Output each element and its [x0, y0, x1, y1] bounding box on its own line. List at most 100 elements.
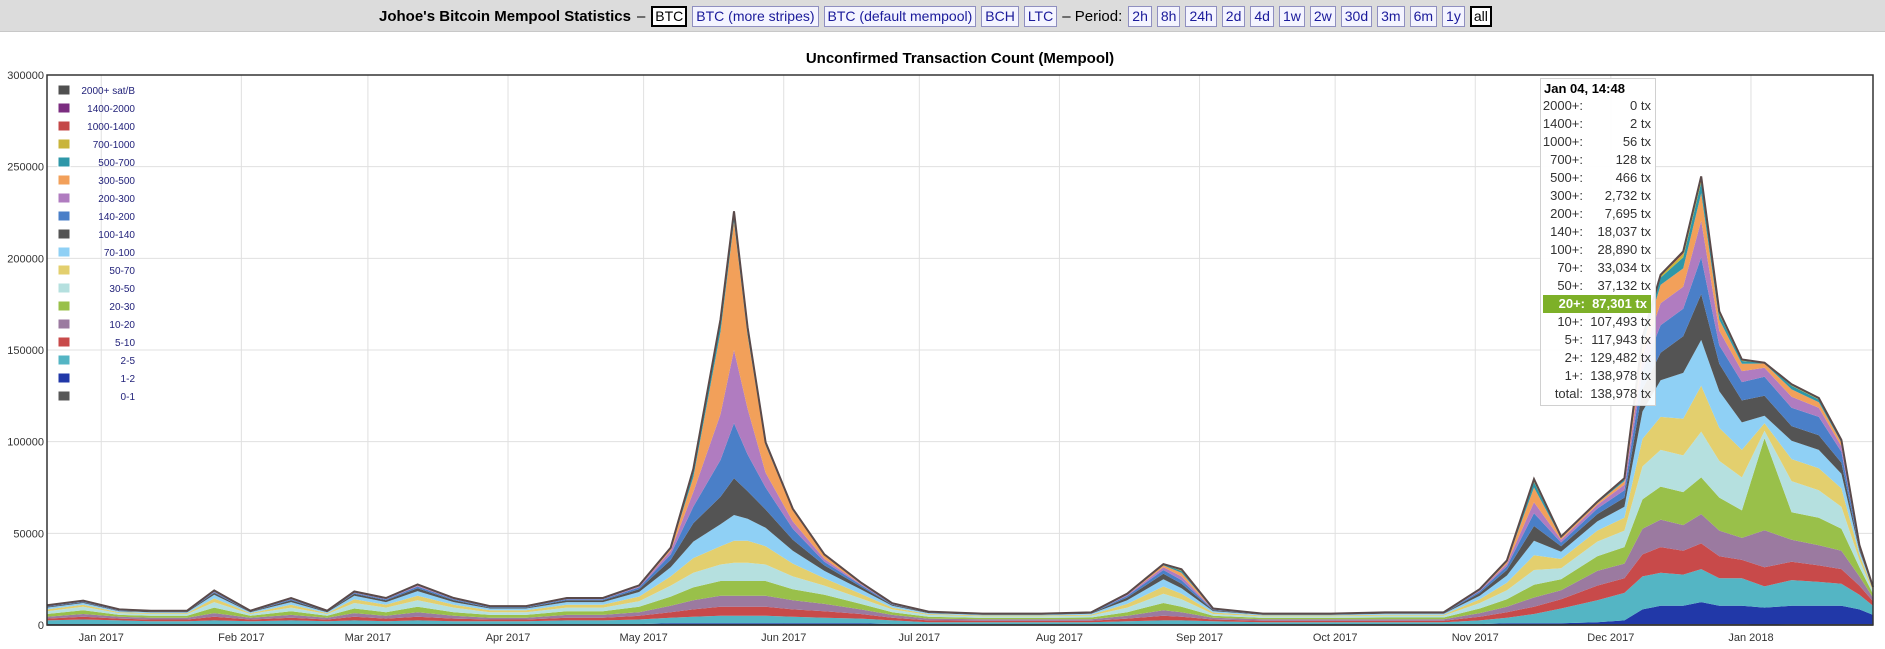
y-tick-label: 200000: [7, 253, 44, 265]
tooltip-row-label: 2+:: [1564, 350, 1583, 365]
tooltip-row: 200+: 7,695 tx: [1541, 205, 1655, 223]
tooltip-row-value: 128 tx: [1615, 152, 1651, 167]
x-tick-label: Feb 2017: [218, 632, 264, 644]
legend-label: 5-10: [115, 338, 135, 349]
coin-link-btc[interactable]: BTC: [651, 5, 688, 27]
tooltip-row-value: 138,978 tx: [1590, 368, 1651, 383]
period-link-2d[interactable]: 2d: [1221, 5, 1246, 27]
tooltip-row: 1+: 138,978 tx: [1541, 367, 1655, 385]
tooltip-row-label: 1+:: [1564, 368, 1583, 383]
tooltip-row: 300+: 2,732 tx: [1541, 187, 1655, 205]
legend-swatch: [57, 102, 71, 114]
y-tick-label: 150000: [7, 345, 44, 357]
tooltip-row-label: 200+:: [1550, 206, 1583, 221]
coin-link-ltc[interactable]: LTC: [1023, 5, 1058, 27]
legend-label: 70-100: [104, 248, 136, 259]
tooltip-row: 10+: 107,493 tx: [1541, 313, 1655, 331]
legend: 2000+ sat/B 1400-2000 1000-1400 700-1000 500…: [57, 84, 136, 403]
legend-label: 30-50: [109, 284, 135, 295]
period-label: – Period:: [1062, 7, 1123, 25]
legend-label: 1400-2000: [87, 104, 135, 115]
legend-swatch: [57, 156, 71, 168]
x-tick-label: May 2017: [619, 632, 667, 644]
tooltip-row-label: 10+:: [1557, 314, 1583, 329]
tooltip-time: Jan 04, 14:48: [1544, 81, 1625, 96]
legend-label: 10-20: [109, 320, 135, 331]
legend-swatch: [57, 264, 71, 276]
legend-swatch: [57, 390, 71, 402]
period-link-all[interactable]: all: [1469, 5, 1492, 27]
tooltip-row-value: 37,132 tx: [1597, 278, 1652, 293]
tooltip-row: 1000+: 56 tx: [1541, 133, 1655, 151]
tooltip-row-value: 107,493 tx: [1590, 314, 1651, 329]
period-link-24h[interactable]: 24h: [1185, 5, 1217, 27]
tooltip-row: 2+: 129,482 tx: [1541, 349, 1655, 367]
area-band-10-20: [47, 514, 1873, 621]
tooltip-row-label: 100+:: [1550, 242, 1583, 257]
x-tick-label: Aug 2017: [1036, 632, 1083, 644]
x-tick-label: Mar 2017: [345, 632, 391, 644]
tooltip-row-label: 70+:: [1557, 260, 1583, 275]
tooltip-row-label: 20+:: [1558, 296, 1585, 311]
tooltip-row-label: 700+:: [1550, 152, 1583, 167]
legend-label: 2000+ sat/B: [81, 86, 135, 97]
legend-label: 20-30: [109, 302, 135, 313]
tooltip-row-label: 2000+:: [1542, 98, 1583, 113]
period-link-30d[interactable]: 30d: [1340, 5, 1373, 27]
tooltip-row-value: 18,037 tx: [1597, 224, 1652, 239]
x-tick-label: Apr 2017: [486, 632, 531, 644]
tooltip-row: 100+: 28,890 tx: [1541, 241, 1655, 259]
top-navigation-bar: Johoe's Bitcoin Mempool Statistics – BTC…: [0, 0, 1885, 32]
period-link-1y[interactable]: 1y: [1442, 5, 1465, 27]
tooltip-row-label: total:: [1554, 386, 1583, 401]
tooltip-row: 140+: 18,037 tx: [1541, 223, 1655, 241]
period-link-2h[interactable]: 2h: [1128, 5, 1152, 27]
tooltip-row-value: 129,482 tx: [1590, 350, 1651, 365]
tooltip-row: 2000+: 0 tx: [1541, 97, 1655, 115]
coin-link-btc-more-stripes[interactable]: BTC (more stripes): [692, 5, 819, 27]
tooltip-row-label: 1400+:: [1542, 116, 1583, 131]
legend-swatch: [57, 282, 71, 294]
tooltip-rows: 2000+: 0 tx 1400+: 2 tx 1000+: 56 tx 700+: 128 …: [1541, 97, 1655, 403]
tooltip-row: total: 138,978 tx: [1541, 385, 1655, 403]
y-tick-label: 50000: [13, 528, 44, 540]
period-link-2w[interactable]: 2w: [1309, 5, 1336, 27]
x-tick-label: Jan 2017: [79, 632, 124, 644]
tooltip-row-value: 2 tx: [1630, 116, 1651, 131]
tooltip-row-label: 140+:: [1550, 224, 1583, 239]
legend-label: 140-200: [98, 212, 135, 223]
legend-label: 100-140: [98, 230, 135, 241]
legend-label: 200-300: [98, 194, 135, 205]
legend-label: 700-1000: [93, 140, 136, 151]
coin-link-bch[interactable]: BCH: [981, 5, 1019, 27]
tooltip-row: 50+: 37,132 tx: [1541, 277, 1655, 295]
legend-label: 1-2: [121, 374, 136, 385]
period-link-3m[interactable]: 3m: [1377, 5, 1405, 27]
x-tick-label: Jun 2017: [761, 632, 806, 644]
period-link-1w[interactable]: 1w: [1278, 5, 1305, 27]
legend-swatch: [57, 174, 71, 186]
y-tick-label: 0: [38, 620, 44, 632]
top-navigation: Johoe's Bitcoin Mempool Statistics – BTC…: [379, 5, 1497, 27]
legend-swatch: [57, 318, 71, 330]
legend-swatch: [57, 246, 71, 258]
tooltip-row-value: 0 tx: [1630, 98, 1651, 113]
coin-link-btc-default-mempool[interactable]: BTC (default mempool): [823, 5, 977, 27]
period-link-6m[interactable]: 6m: [1409, 5, 1438, 27]
tooltip-row: 20+: 87,301 tx: [1543, 295, 1651, 313]
tooltip-row-label: 300+:: [1550, 188, 1583, 203]
x-tick-label: Dec 2017: [1587, 632, 1634, 644]
legend-swatch: [57, 192, 71, 204]
period-link-8h[interactable]: 8h: [1156, 5, 1181, 27]
legend-swatch: [57, 228, 71, 240]
area-band-5-10: [47, 543, 1873, 623]
tooltip-row-value: 56 tx: [1622, 134, 1651, 149]
x-tick-label: Jul 2017: [899, 632, 941, 644]
legend-swatch: [57, 336, 71, 348]
title-separator: –: [636, 7, 646, 25]
area-band-140-200: [47, 257, 1873, 615]
legend-swatch: [57, 210, 71, 222]
tooltip-row-value: 2,732 tx: [1604, 188, 1651, 203]
period-link-4d[interactable]: 4d: [1250, 5, 1274, 27]
x-tick-label: Sep 2017: [1176, 632, 1223, 644]
